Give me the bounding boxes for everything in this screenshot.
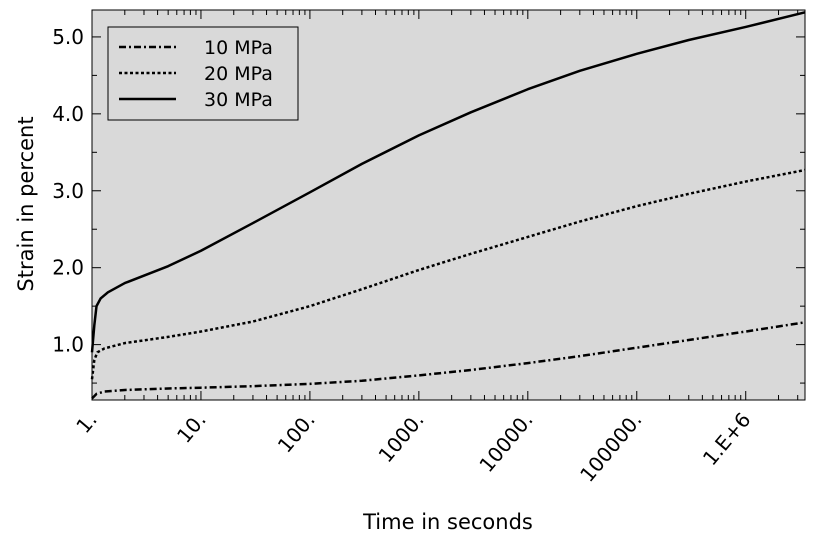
legend-label: 10 MPa <box>204 37 273 59</box>
legend-label: 30 MPa <box>204 89 273 111</box>
x-tick-label: 100000. <box>575 408 647 487</box>
y-axis-title: Strain in percent <box>14 116 38 291</box>
x-tick-label: 10000. <box>474 408 537 477</box>
legend-box <box>107 26 299 121</box>
series-line-3 <box>90 11 806 353</box>
y-tick-label: 1.0 <box>52 333 84 357</box>
x-axis-title: Time in seconds <box>362 510 533 534</box>
series-lines <box>90 11 806 400</box>
y-axis: 1.0 2.0 3.0 4.0 5.0 <box>52 25 805 384</box>
series-line-2 <box>90 168 806 380</box>
x-tick-label: 1.E+6 <box>698 408 756 470</box>
series-line-1 <box>91 321 806 400</box>
y-tick-label: 2.0 <box>52 256 84 280</box>
x-tick-label: 10. <box>172 408 211 448</box>
legend: 10 MPa 20 MPa 30 MPa <box>107 26 299 121</box>
x-tick-label: 100. <box>273 408 320 458</box>
x-tick-label: 1. <box>71 408 102 438</box>
legend-label: 20 MPa <box>204 63 273 85</box>
y-tick-label: 5.0 <box>52 25 84 49</box>
y-tick-label: 4.0 <box>52 102 84 126</box>
x-tick-label: 1000. <box>373 408 428 467</box>
y-tick-label: 3.0 <box>52 179 84 203</box>
